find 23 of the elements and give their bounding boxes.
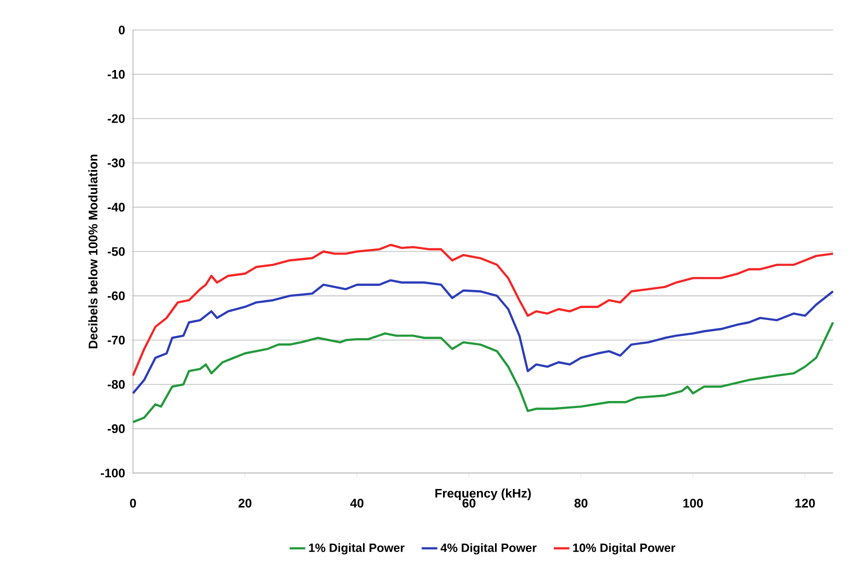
legend-label: 4% Digital Power <box>440 543 537 554</box>
y-axis-title: Decibels below 100% Modulation <box>88 154 98 348</box>
x-tick-label: 80 <box>574 498 588 508</box>
y-tick-label: -90 <box>108 424 125 434</box>
y-tick-label: 0 <box>118 26 125 34</box>
x-tick-label: 20 <box>238 498 252 508</box>
x-tick-label: 0 <box>130 498 136 508</box>
x-tick-label: 60 <box>462 498 476 508</box>
y-tick-label: -100 <box>100 468 125 478</box>
y-tick-label: -70 <box>108 336 125 345</box>
x-tick-label: 120 <box>795 498 815 508</box>
y-tick-label: -40 <box>108 202 125 212</box>
y-tick-label: -30 <box>108 158 125 168</box>
legend-label: 1% Digital Power <box>309 543 404 554</box>
y-tick-label: -20 <box>108 114 125 124</box>
x-tick-label: 40 <box>350 498 364 508</box>
legend-label: 10% Digital Power <box>573 543 676 554</box>
y-tick-label: -10 <box>108 70 125 79</box>
y-tick-label: -80 <box>108 380 125 389</box>
y-tick-label: -50 <box>108 247 125 256</box>
x-tick-label: 100 <box>683 498 703 508</box>
y-tick-label: -60 <box>108 291 125 300</box>
x-axis-title: Frequency (kHz) <box>435 488 531 500</box>
